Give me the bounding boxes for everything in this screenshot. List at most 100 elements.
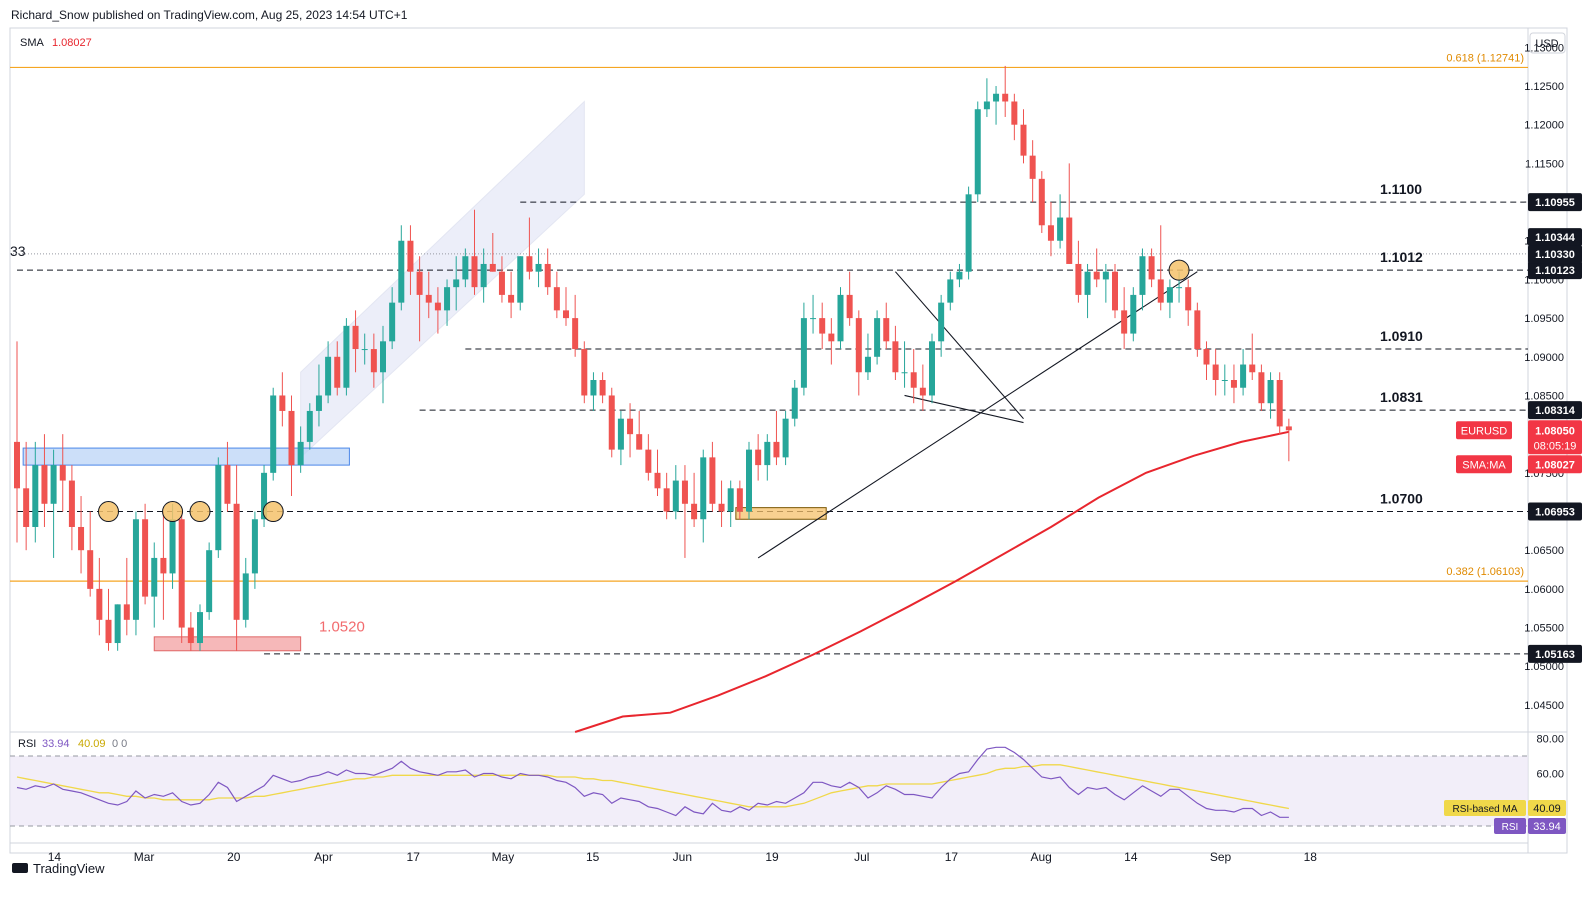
- sma-tag-bg: [1528, 455, 1582, 474]
- candle-body: [947, 279, 954, 303]
- time-tick-label: Jun: [673, 850, 692, 864]
- rsi-ma-tag: RSI-based MA: [1452, 804, 1517, 815]
- level-label: 1.0910: [1380, 328, 1423, 344]
- sma-line: [574, 430, 1290, 733]
- candle-body: [1148, 256, 1155, 280]
- rsi-legend-value: 33.94: [42, 738, 70, 750]
- candle-body: [1240, 364, 1247, 388]
- candle-body: [224, 465, 231, 504]
- last-price: 1.08050: [1535, 425, 1575, 437]
- candle-body: [627, 418, 634, 435]
- candle-body: [608, 395, 615, 450]
- candle-body: [315, 395, 322, 411]
- rsi-ma-value-bg: [1528, 800, 1566, 816]
- level-label: 1.1012: [1380, 249, 1423, 265]
- rsi-tag-bg: [1494, 818, 1526, 834]
- candle-body: [68, 480, 75, 527]
- candle-body: [709, 457, 716, 504]
- time-tick-label: 19: [765, 850, 779, 864]
- level-tag: 1.05163: [1535, 649, 1575, 661]
- brand-text: TradingView: [33, 861, 105, 876]
- candle-body: [855, 318, 862, 373]
- sma-legend-value: 1.08027: [52, 37, 92, 49]
- sma-legend-label: SMA: [20, 37, 45, 49]
- candle-body: [334, 356, 341, 388]
- candle-body: [498, 271, 505, 295]
- candle-body: [791, 387, 798, 419]
- candle-body: [901, 372, 908, 374]
- candle-body: [251, 519, 258, 574]
- candle-body: [1185, 287, 1192, 311]
- candle-body: [425, 294, 432, 303]
- candle-body: [929, 341, 935, 396]
- time-tick-label: Aug: [1030, 850, 1051, 864]
- currency-label: USD: [1535, 38, 1558, 50]
- candle-body: [828, 333, 835, 342]
- time-tick-label: May: [492, 850, 515, 864]
- candle-body: [1176, 287, 1183, 289]
- level-tag: 1.08314: [1535, 405, 1576, 417]
- rsi-pane: 80.00 60.00 RSI-based MA 40.09 RSI 33.94: [10, 734, 1566, 834]
- candle-body: [23, 488, 30, 527]
- rsi-tick: 80.00: [1536, 734, 1564, 746]
- candle-body: [453, 279, 460, 288]
- candle-body: [746, 449, 752, 512]
- candle-body: [132, 519, 139, 620]
- candle-body: [590, 380, 597, 396]
- candle-body: [444, 287, 451, 311]
- price-tick-label: 1.05000: [1524, 661, 1564, 673]
- candle-body: [261, 472, 268, 520]
- candle-body: [169, 519, 176, 574]
- candle-body: [87, 550, 94, 589]
- candle-body: [599, 380, 606, 396]
- candle-body: [160, 557, 167, 574]
- candle-body: [1084, 271, 1091, 295]
- candle-body: [1038, 178, 1045, 226]
- rsi-ma-line: [16, 764, 1290, 810]
- candle-body: [1020, 124, 1027, 156]
- price-tick-label: 1.11500: [1525, 158, 1564, 170]
- candle-body: [883, 318, 890, 342]
- candle-body: [32, 465, 39, 527]
- currency-button[interactable]: USD: [1529, 32, 1566, 54]
- price-tick-label: 1.06000: [1524, 584, 1564, 596]
- rsi-value-bg: [1528, 818, 1566, 834]
- level-label: 1.1100: [1380, 181, 1422, 197]
- candle-body: [1276, 380, 1283, 427]
- touch-circle: [1168, 259, 1190, 281]
- candle-body: [919, 387, 926, 396]
- level-tag: 1.06953: [1535, 507, 1575, 519]
- fib-label: 0.618 (1.12741): [1446, 52, 1524, 64]
- candle-body: [581, 349, 588, 396]
- resistance-zone: [22, 447, 350, 466]
- candle-body: [1194, 310, 1201, 350]
- price-tag-1-bg: [1528, 228, 1582, 247]
- candle-body: [434, 302, 441, 311]
- sma-tag-label: SMA:MA: [1462, 459, 1506, 471]
- candle-body: [105, 619, 112, 644]
- level-tag: 1.10123: [1535, 265, 1575, 277]
- sma-path: [574, 430, 1290, 733]
- candle-body: [96, 588, 103, 620]
- level-label: 1.0700: [1380, 491, 1423, 507]
- candle-body: [773, 441, 780, 458]
- candle-body: [398, 240, 405, 303]
- rsi-legend-zeros: 0 0: [112, 738, 127, 750]
- candle-body: [1029, 155, 1036, 179]
- candle-body: [572, 318, 579, 350]
- rsi-legend-label: RSI: [18, 738, 36, 750]
- wedge-lower-line: [904, 394, 1024, 424]
- candle-body: [187, 627, 194, 644]
- level-tag-bg: [1528, 644, 1582, 663]
- time-tick-label: Apr: [314, 850, 333, 864]
- time-tick-label: 14: [48, 850, 62, 864]
- candle-body: [1166, 287, 1173, 303]
- candle-body: [407, 240, 414, 272]
- candle-body: [1230, 380, 1237, 388]
- sma-tag: 1.08027: [1535, 459, 1575, 471]
- symbol-tag-bg: [1456, 421, 1512, 440]
- time-tick-label: 18: [1304, 850, 1318, 864]
- candle-body: [563, 310, 569, 319]
- candle-body: [782, 418, 789, 458]
- candle-body: [1267, 380, 1274, 404]
